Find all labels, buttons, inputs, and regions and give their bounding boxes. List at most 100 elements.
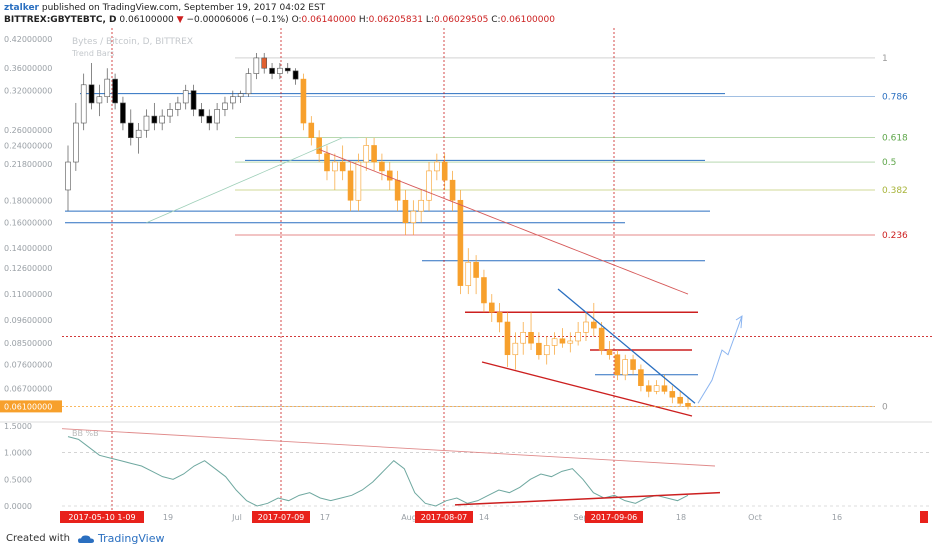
author-link[interactable]: ztalker: [4, 3, 39, 13]
candle-body: [151, 115, 158, 124]
watermark-title: Bytes / Bitcoin, D, BITTREX: [72, 37, 193, 47]
candle-body: [230, 96, 236, 104]
candle-body: [261, 57, 268, 69]
ma-line-green: [146, 137, 359, 224]
date-marker-label: 2017-09-06: [591, 513, 638, 522]
osc-tick-label: 0.0000: [4, 502, 32, 511]
candle-body: [112, 78, 118, 104]
candle-body: [190, 90, 197, 110]
publish-line: ztalker published on TradingView.com, Se…: [4, 3, 325, 13]
x-tick-label: 17: [320, 513, 330, 522]
candle-body: [512, 342, 519, 356]
close-label: C:: [491, 15, 501, 25]
y-tick-label: 0.07600000: [4, 361, 52, 370]
candle-body: [104, 78, 111, 98]
candle-body: [685, 402, 691, 407]
fib-level-label: 0.5: [882, 158, 896, 168]
candle-body: [135, 129, 142, 138]
candle-body: [159, 115, 165, 124]
y-tick-label: 0.08500000: [4, 339, 52, 348]
fib-level-label: 1: [882, 54, 888, 64]
candle-body: [182, 90, 189, 104]
last-price: 0.06100000: [119, 15, 174, 25]
low-label: L:: [425, 15, 434, 25]
x-tick-label: 14: [479, 513, 489, 522]
y-tick-label: 0.21800000: [4, 160, 52, 169]
candle-body: [371, 145, 377, 163]
fib-level-label: 0.618: [882, 134, 908, 144]
candle-body: [543, 345, 550, 356]
candle-body: [222, 102, 228, 110]
candle-body: [441, 161, 448, 181]
candle-body: [206, 115, 213, 124]
candle-body: [520, 332, 526, 344]
candle-body: [669, 391, 676, 398]
candle-body: [308, 122, 315, 138]
x-tick-label: 18: [676, 513, 686, 522]
tradingview-logo[interactable]: TradingView: [78, 532, 164, 545]
candle-body: [269, 67, 275, 74]
candle-body: [300, 78, 307, 124]
price-chart[interactable]: 0.42000000 0.36000000 0.32000000 0.26000000…: [0, 28, 932, 528]
candle-body: [677, 396, 683, 404]
y-tick-label: 0.36000000: [4, 64, 52, 73]
candle-body: [504, 321, 511, 356]
candle-body: [324, 153, 330, 172]
candle-body: [237, 93, 244, 98]
candle-body: [316, 137, 322, 154]
fib-level-label: 0.236: [882, 231, 908, 241]
candle-body: [73, 122, 79, 163]
candle-body: [575, 332, 581, 342]
candle-body: [630, 359, 636, 370]
candle-body: [120, 102, 126, 124]
x-tick-label: Sep: [573, 513, 588, 522]
candle-body: [481, 277, 487, 304]
osc-title: BB %B: [72, 429, 99, 438]
osc-resistance-line: [61, 428, 716, 467]
y-tick-label: 0.06700000: [4, 385, 52, 394]
high-label: H:: [358, 15, 369, 25]
y-tick-label: 0.09600000: [4, 316, 52, 325]
candle-body: [473, 261, 479, 278]
candle-body: [167, 109, 173, 117]
price-change: −0.00006006 (−0.1%): [186, 15, 289, 25]
wedge-lower-line: [481, 361, 693, 417]
candle-body: [175, 102, 181, 110]
candle-body: [347, 170, 354, 201]
tradingview-label: TradingView: [98, 532, 165, 545]
candle-body: [661, 385, 668, 392]
high-value: 0.06205831: [368, 15, 424, 25]
candle-body: [363, 145, 370, 163]
candle-body: [292, 70, 299, 80]
down-arrow-icon: ▼: [176, 15, 184, 25]
candle-body: [457, 199, 464, 286]
chart-header: ztalker published on TradingView.com, Se…: [0, 0, 932, 30]
candle-body: [528, 332, 534, 344]
fib-level-label: 0: [882, 402, 888, 412]
candle-body: [253, 57, 260, 74]
y-tick-label: 0.42000000: [4, 35, 52, 44]
y-tick-label: 0.18000000: [4, 196, 52, 205]
candle-body: [245, 73, 252, 94]
candle-body: [645, 385, 652, 392]
candle-body: [332, 161, 338, 172]
candle-body: [277, 67, 283, 74]
candle-body: [496, 311, 503, 323]
candle-body: [80, 84, 87, 124]
candle-body: [614, 354, 621, 376]
candle-body: [598, 327, 605, 351]
date-marker-label: 2017-05-10 1-09: [68, 513, 135, 522]
downtrend-line: [557, 288, 696, 404]
x-tick-label: 16: [832, 513, 842, 522]
date-marker-badge: [415, 511, 473, 523]
y-tick-label: 0.26000000: [4, 126, 52, 135]
date-marker-badge: [252, 511, 310, 523]
date-marker-label: 2017-07-09: [258, 513, 305, 522]
current-price-label: 0.06100000: [4, 402, 52, 411]
y-tick-label: 0.32000000: [4, 87, 52, 96]
fib-level-label: 0.786: [882, 93, 908, 103]
candle-body: [536, 342, 542, 356]
candle-body: [638, 369, 644, 386]
ma-line-red: [318, 149, 689, 295]
x-tick-label: 19: [163, 513, 173, 522]
